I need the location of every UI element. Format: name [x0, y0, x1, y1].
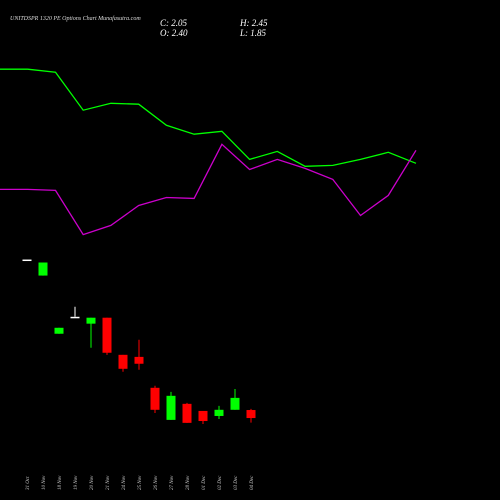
x-tick-label: 01 Dec — [202, 475, 207, 490]
x-tick-label: 20 Nov — [90, 475, 95, 490]
candle-body — [166, 395, 176, 420]
open-info: O: 2.40 — [160, 28, 188, 38]
candle-body — [198, 410, 208, 422]
line-series — [0, 143, 417, 236]
candle-body — [214, 409, 224, 416]
x-tick-label: 24 Nov — [122, 475, 127, 490]
candle-body — [246, 410, 256, 419]
candle-body — [38, 262, 48, 276]
x-tick-label: 02 Dec — [218, 475, 223, 490]
candle-body — [182, 403, 192, 423]
candle-body — [22, 259, 32, 262]
candle-body — [134, 356, 144, 364]
x-tick-label: 10 Nov — [42, 475, 47, 490]
candle-body — [150, 387, 160, 410]
x-tick-label: 27 Nov — [170, 475, 175, 490]
x-tick-label: 19 Nov — [74, 475, 79, 490]
line-series — [0, 68, 417, 167]
x-tick-label: 26 Nov — [154, 475, 159, 490]
low-info: L: 1.85 — [239, 28, 267, 38]
x-tick-label: 21 Nov — [106, 475, 111, 490]
x-tick-label: 31 Oct — [26, 476, 31, 490]
x-tick-label: 28 Nov — [186, 475, 191, 490]
x-tick-label: 18 Nov — [58, 475, 63, 490]
x-tick-label: 04 Dec — [250, 475, 255, 490]
candle-body — [118, 354, 128, 369]
candle-body — [230, 397, 240, 410]
candle-body — [86, 317, 96, 324]
candle-body — [70, 316, 80, 319]
chart-title: UNITDSPR 1320 PE Options Chart Munafasut… — [10, 15, 141, 22]
close-info: C: 2.05 — [160, 18, 188, 28]
x-tick-label: 03 Dec — [234, 475, 239, 490]
x-tick-label: 25 Nov — [138, 475, 143, 490]
high-info: H: 2.45 — [239, 18, 268, 28]
candle-body — [102, 317, 112, 353]
candle-body — [54, 327, 64, 334]
